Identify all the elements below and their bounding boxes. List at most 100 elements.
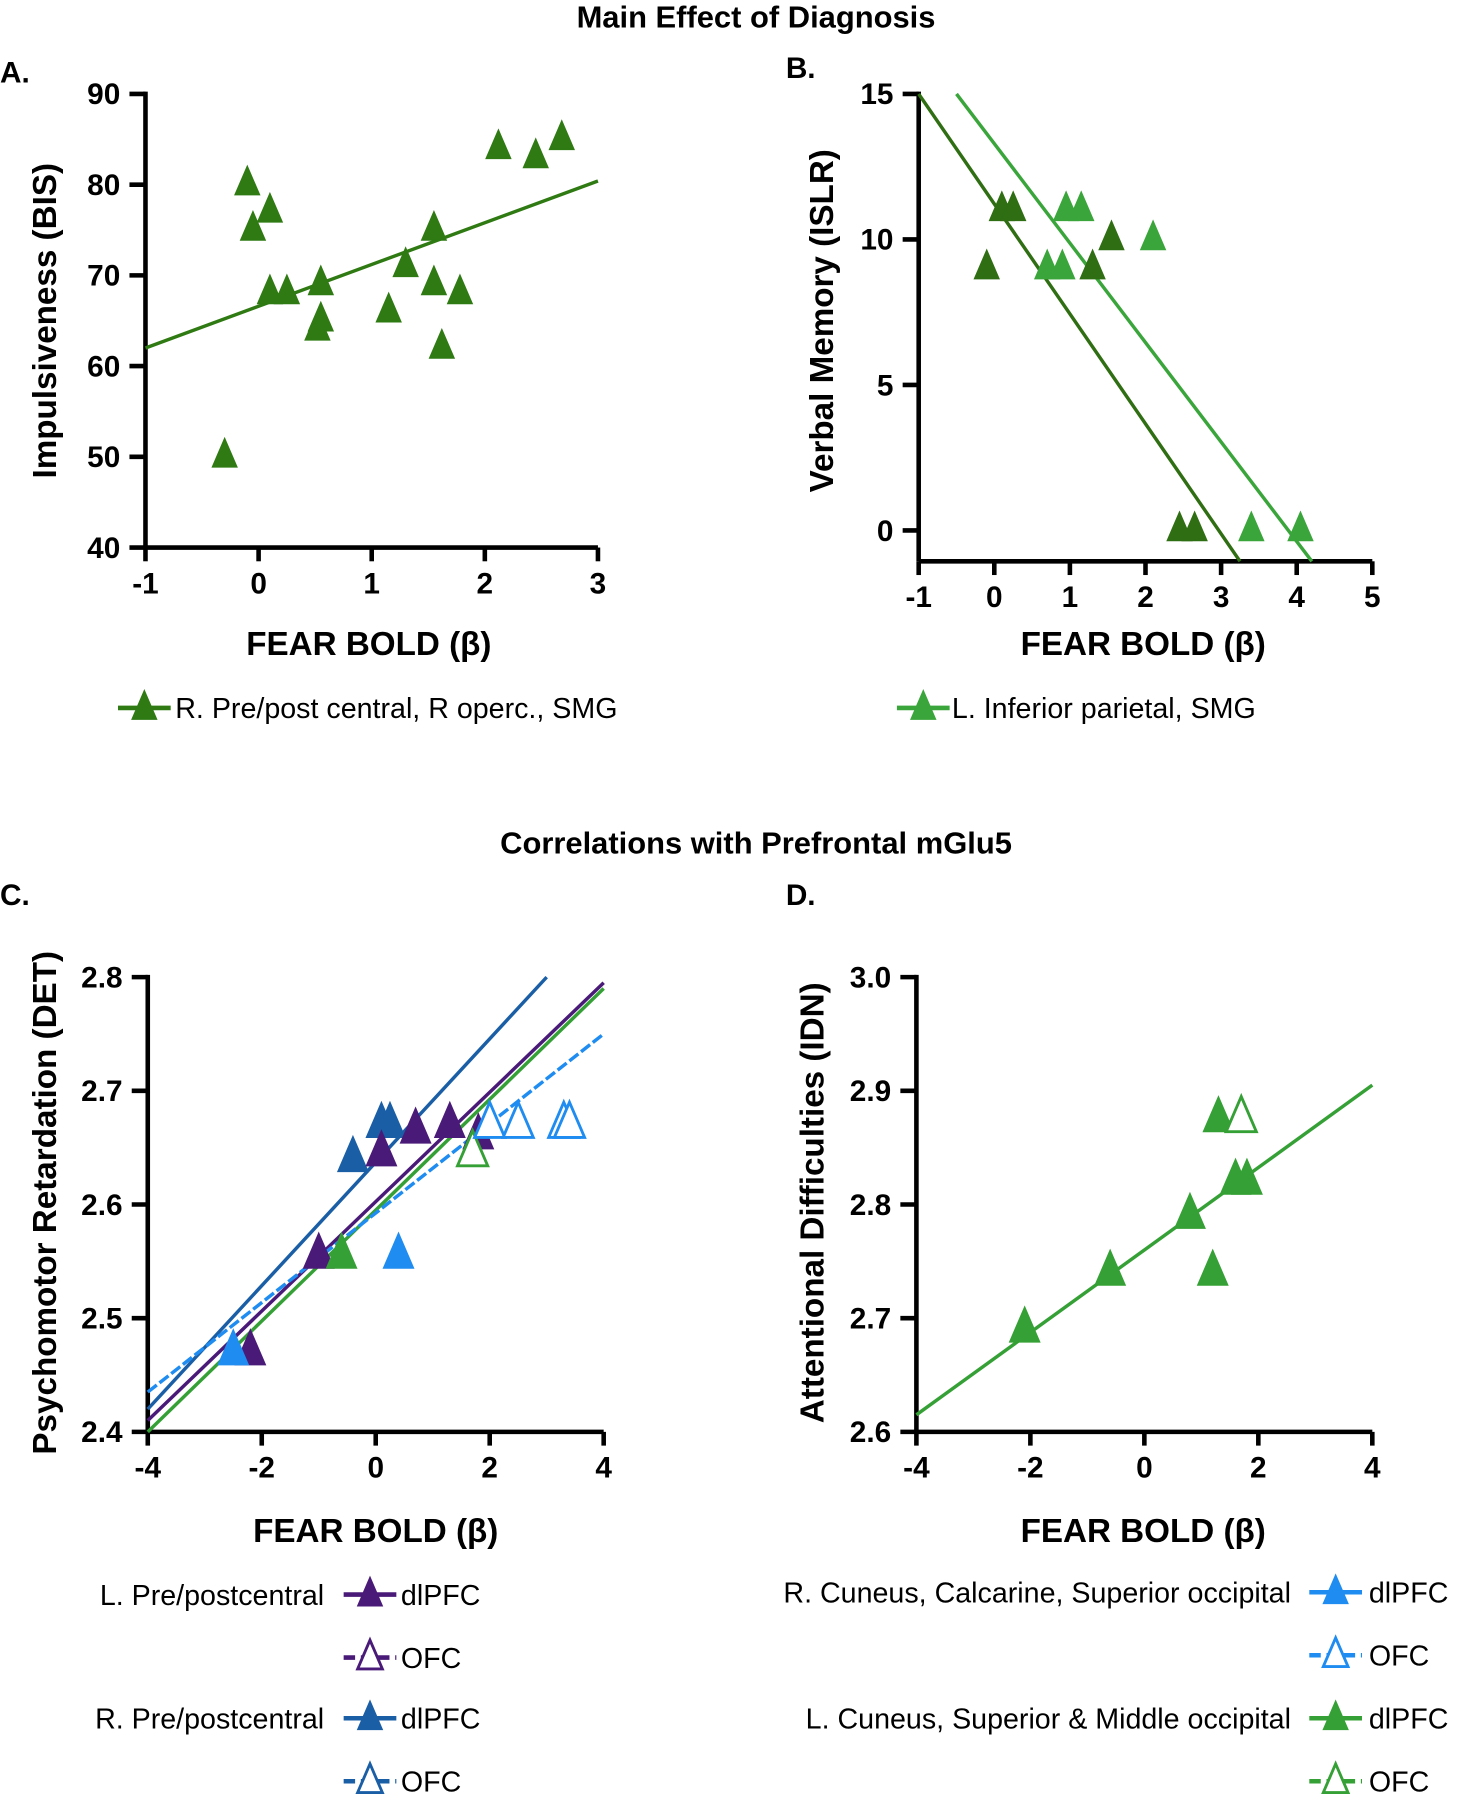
legend-triangle-icon xyxy=(1322,1573,1349,1605)
data-point xyxy=(382,1231,415,1269)
legend-item-label: dlPFC xyxy=(401,1704,481,1736)
data-point xyxy=(234,164,261,196)
y-tick-label: 2.7 xyxy=(81,1075,122,1108)
data-point xyxy=(485,128,512,160)
data-point xyxy=(472,1098,507,1139)
x-tick-label: -2 xyxy=(249,1452,275,1485)
y-axis-label-c: Psychomotor Retardation (DET) xyxy=(27,951,64,1455)
panel-label-d: D. xyxy=(786,879,816,912)
legend-item-label: dlPFC xyxy=(401,1580,481,1612)
legend-b: L. Inferior parietal, SMG xyxy=(896,689,1256,725)
y-tick-label: 60 xyxy=(87,350,120,383)
legend-triangle-icon xyxy=(1321,1634,1351,1669)
data-point xyxy=(273,273,301,305)
bottom-title: Correlations with Prefrontal mGlu5 xyxy=(500,825,1012,860)
legend-d: R. Cuneus, Calcarine, Superior occipital… xyxy=(783,1573,1449,1799)
panel-label-c: C. xyxy=(0,879,30,912)
data-point xyxy=(336,1134,369,1173)
data-point xyxy=(211,436,238,468)
data-point xyxy=(1008,1305,1041,1343)
data-point xyxy=(239,210,267,241)
fit-line xyxy=(915,1083,1374,1417)
y-tick-label: 70 xyxy=(87,260,120,293)
data-point xyxy=(304,309,331,341)
y-tick-label: 2.8 xyxy=(850,1189,891,1222)
legend-triangle-icon xyxy=(1322,1699,1349,1731)
y-tick-label: 40 xyxy=(87,532,120,565)
legend-marker xyxy=(343,1636,397,1671)
fit-line xyxy=(917,92,1242,563)
data-point xyxy=(1079,248,1106,280)
y-tick-label: 5 xyxy=(877,369,894,402)
data-point xyxy=(1139,219,1167,251)
x-tick-label: 4 xyxy=(1364,1452,1381,1485)
data-point xyxy=(420,264,448,296)
data-point xyxy=(256,191,284,223)
legend-triangle-icon xyxy=(355,1636,385,1671)
data-point xyxy=(1230,1157,1263,1195)
x-tick-label: -2 xyxy=(1017,1452,1043,1485)
legend-region-c-0: L. Pre/postcentral xyxy=(100,1580,324,1612)
y-tick-label: 90 xyxy=(87,78,120,111)
x-tick-label: 2 xyxy=(1250,1452,1267,1485)
data-point xyxy=(373,1100,406,1138)
legend-triangle-icon xyxy=(131,689,158,720)
data-point xyxy=(1049,248,1076,280)
legend-region-d-0: R. Cuneus, Calcarine, Superior occipital xyxy=(783,1578,1291,1610)
plot-a: -1 0 1 2 3 40 50 60 70 80 90 xyxy=(87,78,606,600)
data-point xyxy=(365,1129,398,1167)
data-point xyxy=(1067,190,1095,222)
data-point xyxy=(428,327,456,359)
legend-triangle-icon xyxy=(356,1699,384,1731)
panel-label-a: A. xyxy=(0,56,30,89)
data-point xyxy=(500,1098,536,1139)
plot-d: -4 -2 0 2 4 2.6 2.7 2.8 2.9 3.0 xyxy=(850,961,1381,1484)
legend-triangle-icon xyxy=(356,1575,384,1607)
y-tick-label: 50 xyxy=(87,441,120,474)
x-tick-label: 0 xyxy=(367,1452,384,1485)
y-tick-label: 2.6 xyxy=(850,1416,891,1449)
legend-marker xyxy=(343,1575,397,1607)
legend-marker xyxy=(1309,1760,1362,1795)
x-tick-label: 5 xyxy=(1364,581,1381,614)
legend-marker-a xyxy=(117,689,171,720)
data-point xyxy=(1098,219,1125,251)
legend-triangle-icon xyxy=(355,1760,385,1795)
x-tick-label: -4 xyxy=(135,1452,162,1485)
x-tick-label: 2 xyxy=(1137,581,1154,614)
legend-region-d-1: L. Cuneus, Superior & Middle occipital xyxy=(806,1704,1291,1736)
x-tick-label: 4 xyxy=(595,1452,612,1485)
data-point xyxy=(1173,1191,1206,1229)
y-tick-label: 2.6 xyxy=(81,1189,122,1222)
y-axis-label-b: Verbal Memory (ISLR) xyxy=(804,149,841,492)
legend-item-label: dlPFC xyxy=(1369,1704,1449,1736)
data-point xyxy=(399,1106,432,1144)
legend-item-label: OFC xyxy=(1369,1641,1429,1673)
legend-marker xyxy=(343,1760,397,1795)
data-point xyxy=(999,190,1027,222)
x-axis-label-b: FEAR BOLD (β) xyxy=(1021,626,1266,663)
data-point xyxy=(1094,1248,1127,1286)
legend-marker xyxy=(1309,1573,1362,1605)
x-axis-label-d: FEAR BOLD (β) xyxy=(1021,1513,1266,1550)
y-tick-label: 0 xyxy=(877,515,894,548)
data-point xyxy=(1181,510,1208,542)
data-point xyxy=(548,119,575,151)
legend-item-label: OFC xyxy=(1369,1767,1429,1797)
x-tick-label: -1 xyxy=(132,567,158,600)
legend-triangle-icon xyxy=(910,689,937,720)
y-tick-label: 80 xyxy=(87,169,120,202)
legend-marker-b xyxy=(896,689,950,720)
x-tick-label: 0 xyxy=(986,581,1003,614)
y-tick-label: 3.0 xyxy=(850,961,891,994)
data-point xyxy=(446,273,474,305)
y-tick-label: 2.5 xyxy=(81,1302,122,1335)
y-axis-label-d: Attentional Difficulties (IDN) xyxy=(795,982,832,1423)
y-tick-label: 2.9 xyxy=(850,1075,891,1108)
data-point xyxy=(217,1328,250,1366)
top-title: Main Effect of Diagnosis xyxy=(577,0,936,34)
x-axis-label-c: FEAR BOLD (β) xyxy=(253,1513,498,1550)
data-point xyxy=(1202,1095,1235,1133)
